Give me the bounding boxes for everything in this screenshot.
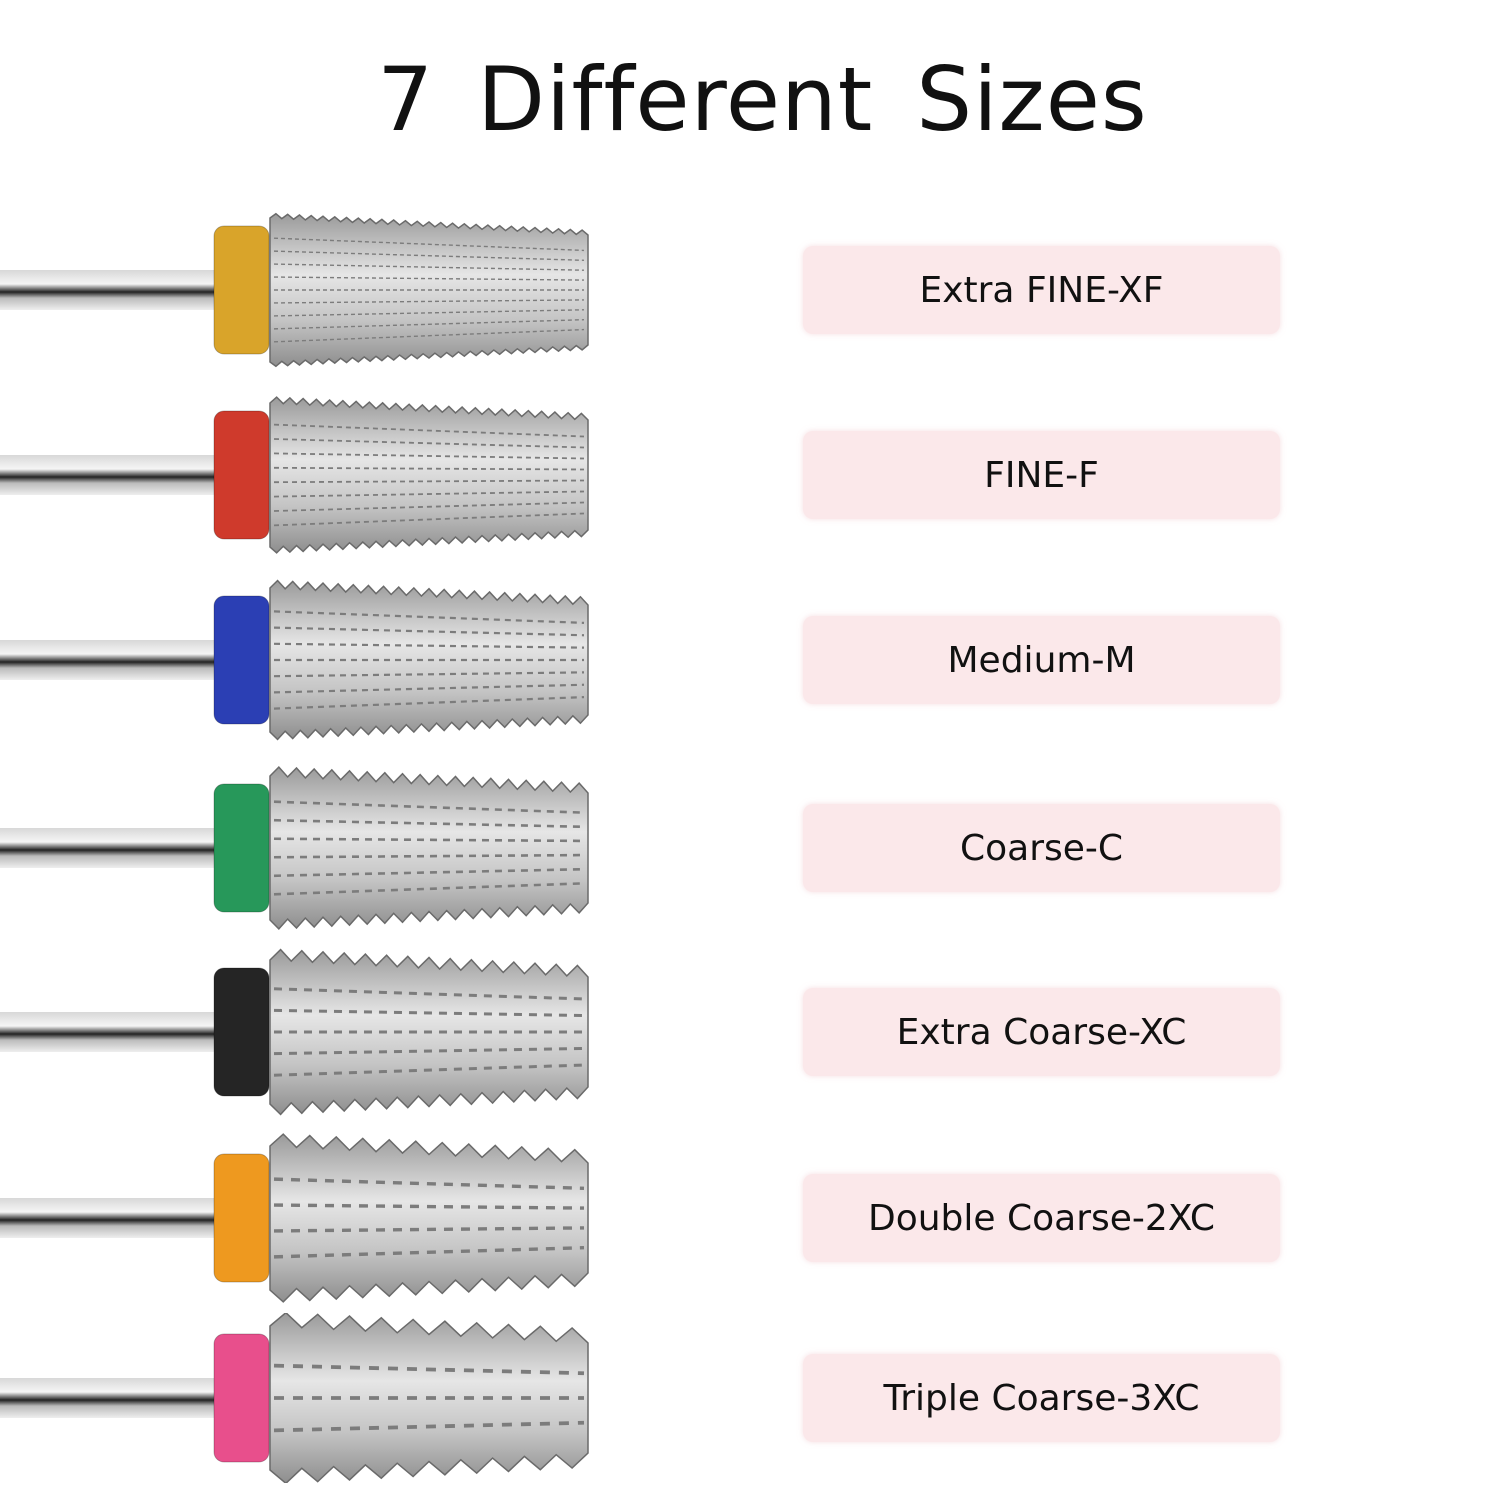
bit-row: Extra FINE-XF xyxy=(0,205,1500,375)
shank xyxy=(0,1378,225,1418)
grit-label: Triple Coarse-3XC xyxy=(803,1354,1280,1442)
grit-label: Coarse-C xyxy=(803,804,1280,892)
shank xyxy=(0,1012,225,1052)
collar-band xyxy=(213,1153,270,1283)
grit-label: Extra Coarse-XC xyxy=(803,988,1280,1076)
collar-band xyxy=(213,1333,270,1463)
collar-band xyxy=(213,595,270,725)
shank xyxy=(0,1198,225,1238)
grit-label: FINE-F xyxy=(803,431,1280,519)
collar-band xyxy=(213,783,270,913)
shank xyxy=(0,270,225,310)
cutting-head xyxy=(269,396,589,554)
grit-label: Medium-M xyxy=(803,616,1280,704)
bit-row: Coarse-C xyxy=(0,763,1500,933)
page-title: 7 Different Sizes xyxy=(377,48,1148,151)
cutting-head xyxy=(269,1133,589,1303)
bit-row: Triple Coarse-3XC xyxy=(0,1313,1500,1483)
bit-row: Double Coarse-2XC xyxy=(0,1133,1500,1303)
collar-band xyxy=(213,967,270,1097)
cutting-head xyxy=(269,765,589,931)
shank xyxy=(0,640,225,680)
collar-band xyxy=(213,410,270,540)
bit-row: Extra Coarse-XC xyxy=(0,947,1500,1117)
grit-label: Extra FINE-XF xyxy=(803,246,1280,334)
grit-label: Double Coarse-2XC xyxy=(803,1174,1280,1262)
collar-band xyxy=(213,225,270,355)
bit-row: Medium-M xyxy=(0,575,1500,745)
shank xyxy=(0,828,225,868)
bit-row: FINE-F xyxy=(0,390,1500,560)
shank xyxy=(0,455,225,495)
